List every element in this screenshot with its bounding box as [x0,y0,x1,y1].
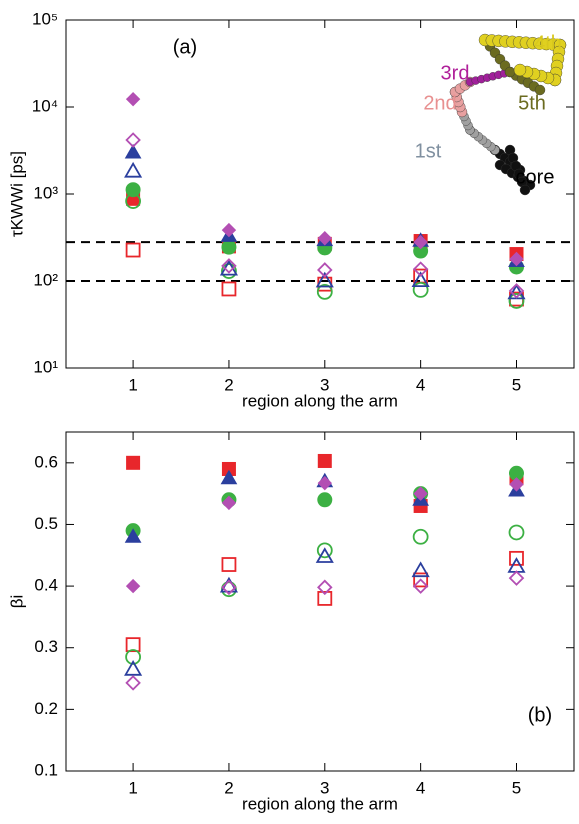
marker [412,578,429,594]
bead [519,184,531,196]
marker [508,524,525,541]
marker [125,182,141,198]
marker [508,293,525,309]
marker [125,578,141,594]
plot-frame [65,431,575,772]
marker [411,561,430,578]
marker [317,492,333,508]
annotation: 3rd [441,62,470,84]
y-axis-title: βi [7,595,26,609]
y-axis-title: τKWWi [ps] [7,151,26,237]
marker [413,234,428,250]
y-tick-label: 0.5 [34,514,58,533]
y-tick-label: 10⁵ [32,9,58,28]
y-tick-label: 0.4 [34,576,58,595]
marker [411,271,430,288]
x-tick-label: 3 [320,375,329,394]
marker [317,262,333,278]
annotation: (a) [173,36,197,58]
inset-molecule [449,33,567,196]
y-tick-label: 10² [33,270,58,289]
marker [317,231,332,246]
marker [221,557,237,572]
marker [125,242,141,258]
marker [125,91,141,107]
annotation: core [516,166,555,188]
y-tick-label: 0.1 [34,760,58,779]
marker [412,261,429,277]
x-tick-label: 2 [224,778,233,797]
annotation: 1st [415,140,442,162]
marker [413,572,429,588]
annotation: 5th [518,92,546,114]
x-tick-label: 4 [416,375,425,394]
y-tick-label: 10¹ [33,357,58,376]
x-axis-title: region along the arm [242,794,398,813]
bead [504,66,516,78]
marker [221,495,237,511]
marker [508,570,525,586]
x-tick-label: 5 [512,778,521,797]
y-tick-label: 10³ [33,183,58,202]
marker [125,132,141,148]
bead [534,84,546,96]
bead [513,63,527,77]
y-tick-label: 0.3 [34,637,58,656]
y-tick-label: 10⁴ [32,96,58,115]
annotation: (b) [528,704,552,726]
marker [125,637,141,653]
x-tick-label: 3 [320,778,329,797]
marker [126,455,141,470]
marker [316,542,333,559]
marker [221,258,237,274]
marker [317,579,333,596]
x-tick-label: 5 [512,375,521,394]
marker [509,477,524,492]
x-tick-label: 4 [416,778,425,797]
y-tick-label: 0.6 [34,452,58,471]
x-tick-label: 1 [128,778,137,797]
x-tick-label: 2 [224,375,233,394]
marker [316,283,333,300]
x-axis-title: region along the arm [242,391,398,410]
marker [125,649,141,665]
marker [412,528,429,545]
marker [317,453,332,468]
marker [315,271,334,288]
marker [317,475,332,491]
marker [124,161,143,178]
marker [125,675,141,691]
marker [413,486,428,501]
x-tick-label: 1 [128,375,137,394]
marker [221,579,237,596]
y-tick-label: 0.2 [34,699,58,718]
marker [124,659,143,676]
marker [124,528,142,543]
marker [221,239,237,255]
marker [220,469,238,485]
marker [412,282,429,298]
annotation: 2nd [423,92,456,114]
marker [221,263,237,279]
marker [124,143,142,159]
marker [221,281,237,297]
marker [221,222,237,238]
marker [509,550,524,566]
marker [315,547,334,563]
marker [317,591,333,606]
marker [508,283,525,299]
annotation: 4th [534,32,562,54]
marker [125,193,141,209]
marker [509,251,524,267]
